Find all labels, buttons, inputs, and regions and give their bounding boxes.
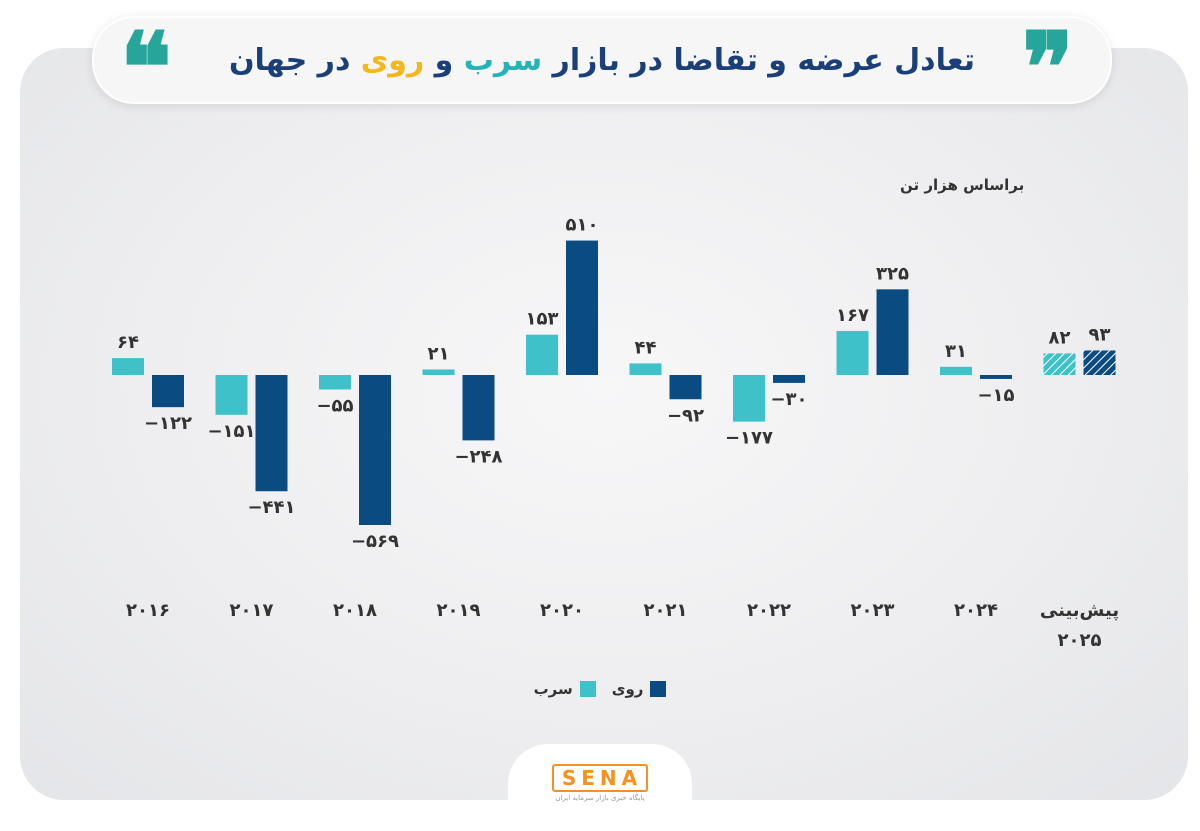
data-label-zinc-6: −۳۰ <box>770 389 807 410</box>
legend-label-zinc: روی <box>611 680 644 698</box>
x-tick-label-4: ۲۰۲۰ <box>540 600 584 621</box>
brand-logo: SENA پایگاه خبری بازار سرمایه ایران <box>540 764 660 804</box>
legend-item-lead: سرب <box>534 680 596 698</box>
brand-logo-text: SENA <box>551 764 649 792</box>
quote-close-icon: ❞ <box>1022 11 1074 124</box>
legend-swatch-lead <box>579 681 596 697</box>
bar-zinc-4 <box>566 240 598 375</box>
bar-lead-6 <box>733 375 765 422</box>
title-text-tail: در جهان <box>228 42 351 78</box>
bar-lead-1 <box>215 375 248 415</box>
x-tick-label-7: ۲۰۲۳ <box>851 600 895 621</box>
data-label-lead-2: −۵۵ <box>316 395 353 416</box>
unit-label: براساس هزار تن <box>900 176 1025 194</box>
bar-zinc-0 <box>152 375 184 408</box>
data-label-zinc-9: ۹۳ <box>1089 324 1111 345</box>
bar-zinc-1 <box>255 375 288 492</box>
data-label-lead-3: ۲۱ <box>428 343 450 364</box>
bar-lead-7 <box>836 330 869 375</box>
x-tick-label-5: ۲۰۲۱ <box>644 600 688 621</box>
data-label-lead-1: −۱۵۱ <box>207 421 255 442</box>
bar-zinc-6 <box>773 375 805 383</box>
bar-zinc-7 <box>876 289 909 375</box>
title-text-lead: تعادل عرضه و تقاضا در بازار <box>552 42 976 78</box>
bar-zinc-5 <box>669 375 702 400</box>
legend-item-zinc: روی <box>612 680 667 698</box>
data-label-lead-5: ۴۴ <box>635 337 657 358</box>
data-label-zinc-3: −۲۴۸ <box>454 446 502 467</box>
data-label-zinc-4: ۵۱۰ <box>566 215 599 236</box>
chart-panel <box>20 48 1188 800</box>
bar-lead-4 <box>526 334 558 375</box>
title-text-and: و <box>434 42 454 78</box>
data-label-zinc-2: −۵۶۹ <box>351 531 399 552</box>
x-tick-label-9-1: ۲۰۲۵ <box>1058 630 1102 651</box>
x-tick-label-2: ۲۰۱۸ <box>333 600 377 621</box>
data-label-zinc-7: ۳۲۵ <box>876 263 909 284</box>
x-tick-label-1: ۲۰۱۷ <box>230 600 274 621</box>
legend: روی سرب <box>520 676 680 702</box>
x-tick-label-8: ۲۰۲۴ <box>954 600 998 621</box>
bar-zinc-9 <box>1083 350 1116 375</box>
x-tick-label-3: ۲۰۱۹ <box>437 600 481 621</box>
title-text-metal1: سرب <box>463 42 543 78</box>
data-label-zinc-1: −۴۴۱ <box>247 497 295 518</box>
data-label-lead-0: ۶۴ <box>117 332 139 353</box>
data-label-zinc-0: −۱۲۲ <box>144 413 192 434</box>
bar-lead-0 <box>112 358 144 375</box>
bar-lead-8 <box>940 366 972 375</box>
data-label-lead-9: ۸۲ <box>1049 327 1071 348</box>
title-banner: تعادل عرضه و تقاضا در بازار سرب و روی در… <box>92 16 1112 104</box>
legend-swatch-zinc <box>650 681 667 697</box>
x-tick-label-9-0: پیش‌بینی <box>1040 600 1119 621</box>
data-label-lead-8: ۳۱ <box>945 341 967 362</box>
title-text-metal2: روی <box>360 42 425 78</box>
brand-tagline: پایگاه خبری بازار سرمایه ایران <box>555 794 645 802</box>
chart-title: تعادل عرضه و تقاضا در بازار سرب و روی در… <box>229 43 975 78</box>
data-label-lead-6: −۱۷۷ <box>725 428 773 449</box>
quote-open-icon: ❝ <box>120 11 172 124</box>
data-label-lead-4: ۱۵۳ <box>526 309 559 330</box>
bar-lead-3 <box>422 369 455 375</box>
data-label-zinc-8: −۱۵ <box>977 385 1014 406</box>
logo-tab <box>508 744 692 831</box>
legend-label-lead: سرب <box>533 680 573 698</box>
bar-zinc-3 <box>462 375 495 441</box>
data-label-lead-7: ۱۶۷ <box>836 305 869 326</box>
data-label-zinc-5: −۹۲ <box>667 405 704 426</box>
bar-zinc-2 <box>359 375 391 525</box>
bar-lead-5 <box>629 363 662 375</box>
x-tick-label-0: ۲۰۱۶ <box>126 600 170 621</box>
bar-lead-9 <box>1043 353 1076 375</box>
bar-lead-2 <box>319 375 351 390</box>
x-tick-label-6: ۲۰۲۲ <box>747 600 791 621</box>
bar-zinc-8 <box>980 375 1012 379</box>
